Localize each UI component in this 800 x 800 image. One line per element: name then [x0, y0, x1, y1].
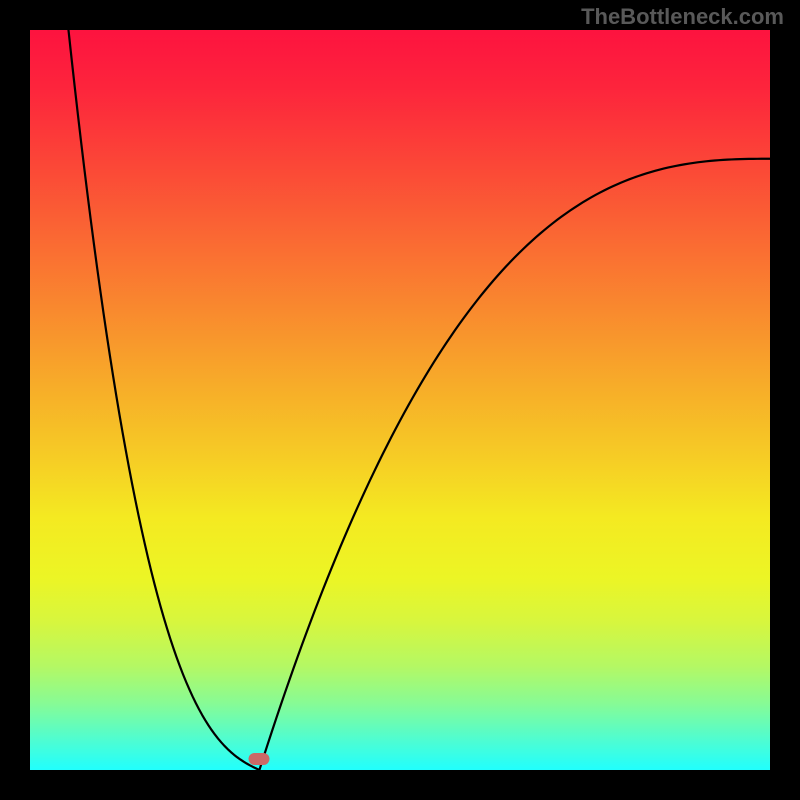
plot-area [30, 30, 770, 770]
watermark-text: TheBottleneck.com [581, 4, 784, 30]
curve-path [68, 30, 770, 770]
valley-marker [249, 753, 270, 765]
bottleneck-curve [30, 30, 770, 770]
chart-container: { "canvas": { "width": 800, "height": 80… [0, 0, 800, 800]
